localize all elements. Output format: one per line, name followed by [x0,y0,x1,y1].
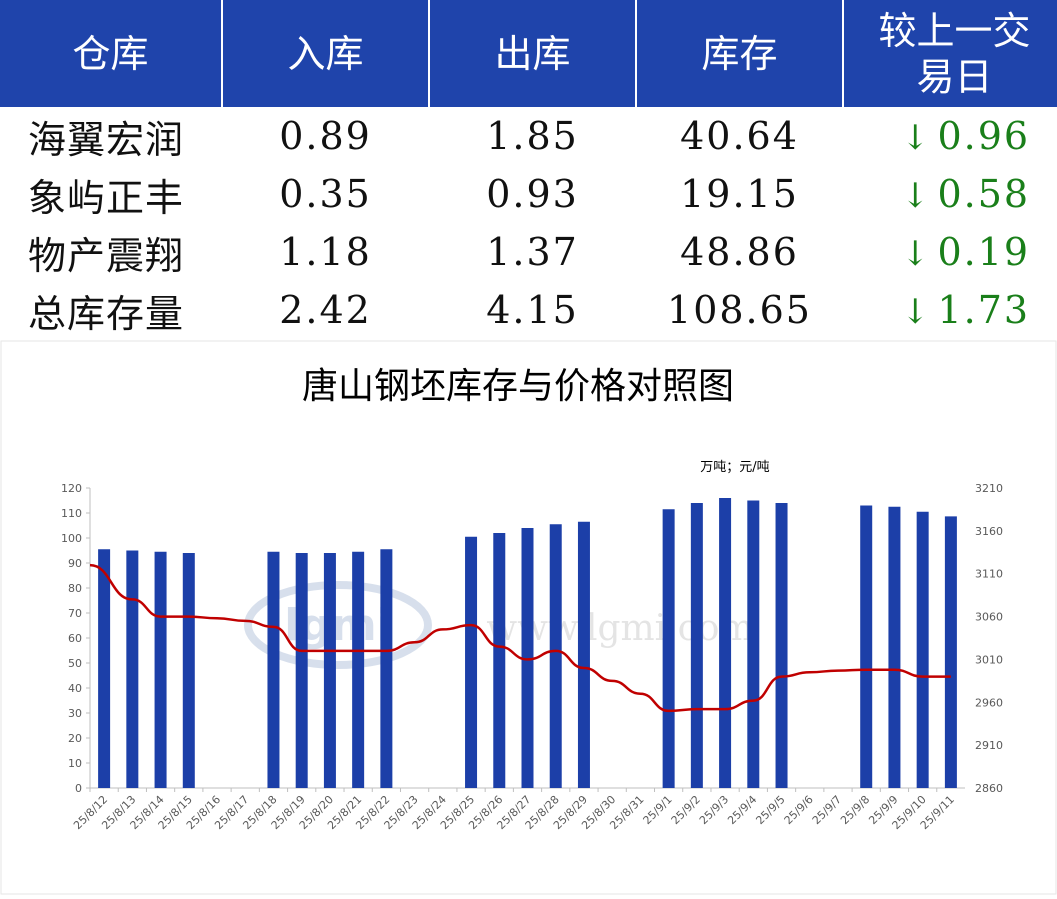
row-outbound: 4.15 [486,288,579,332]
y-left-tick-label: 70 [68,607,82,620]
row-outbound: 1.85 [486,114,579,158]
bar [888,506,901,788]
y-left-tick-label: 10 [68,757,82,770]
header-warehouse: 仓库 [0,0,223,107]
row-stock: 108.65 [667,288,812,332]
row-change: ↓ 0.96 [843,107,1057,165]
y-left-tick-label: 100 [61,532,82,545]
y-left-tick-label: 80 [68,582,82,595]
y-left-tick-label: 120 [61,482,82,495]
warehouse-table-section: 仓库 入库 出库 库存 较上一交易日 海翼宏润 0.89 1.85 40.64 … [0,0,1057,339]
bar [352,551,365,788]
header-change-text: 较上一交易日 [878,8,1031,99]
header-stock: 库存 [636,0,844,107]
table-row: 海翼宏润 0.89 1.85 40.64 ↓ 0.96 [0,107,1057,165]
row-name: 海翼宏润 [28,117,185,162]
chart-title: 唐山钢坯库存与价格对照图 [302,366,734,407]
unit-label: 万吨；元/吨 [700,460,769,475]
row-inbound: 2.42 [279,288,372,332]
header-change: 较上一交易日 [843,0,1057,107]
bar [577,521,590,788]
row-name: 物产震翔 [28,233,185,278]
row-name: 总库存量 [28,291,185,336]
watermark-logo-icon [244,581,432,669]
bar [295,553,308,788]
y-left-tick-label: 50 [68,657,82,670]
y-left-tick-label: 30 [68,707,82,720]
row-stock: 40.64 [680,114,799,158]
bar [719,498,732,788]
price-line [89,563,951,713]
row-change: ↓ 0.19 [843,223,1057,281]
y-left-tick-label: 90 [68,557,82,570]
bar [126,550,139,788]
down-arrow-icon: ↓ [901,292,932,332]
bar [944,516,957,788]
y-right-tick-label: 3110 [975,568,1003,581]
table-row: 总库存量 2.42 4.15 108.65 ↓ 1.73 [0,281,1057,339]
y-right-tick-label: 3010 [975,653,1003,666]
y-left-tick-label: 60 [68,632,82,645]
row-outbound: 0.93 [486,172,579,216]
bar [323,553,336,788]
row-stock: 19.15 [680,172,799,216]
row-change: ↓ 0.58 [843,165,1057,223]
bar [662,509,675,788]
line-series [89,563,951,713]
y-left-tick-label: 0 [75,782,82,795]
bar [690,503,703,788]
bar [493,533,506,788]
warehouse-table: 仓库 入库 出库 库存 较上一交易日 海翼宏润 0.89 1.85 40.64 … [0,0,1057,339]
y-left-tick-label: 110 [61,507,82,520]
row-change-value: 0.96 [937,114,1031,158]
row-inbound: 0.89 [279,114,372,158]
row-outbound: 1.37 [486,230,579,274]
table-header-row: 仓库 入库 出库 库存 较上一交易日 [0,0,1057,107]
down-arrow-icon: ↓ [901,234,932,274]
table-row: 象屿正丰 0.35 0.93 19.15 ↓ 0.58 [0,165,1057,223]
bar [521,528,534,788]
bar [465,536,478,788]
y-right-tick-label: 3160 [975,525,1003,538]
y-right-tick-label: 2860 [975,782,1003,795]
y-left-tick-label: 40 [68,682,82,695]
bar [267,551,280,788]
row-change: ↓ 1.73 [843,281,1057,339]
header-outbound: 出库 [429,0,637,107]
bar [98,549,111,788]
y-right-tick-label: 3210 [975,482,1003,495]
row-change-value: 1.73 [937,288,1031,332]
header-inbound: 入库 [222,0,430,107]
row-change-value: 0.58 [937,172,1031,216]
y-right-tick-label: 3060 [975,611,1003,624]
inventory-price-chart: 唐山钢坯库存与价格对照图 万吨；元/吨 lgmi www.lgmi.com 01… [0,340,1057,895]
bar [549,524,562,788]
row-name: 象屿正丰 [28,175,185,220]
table-row: 物产震翔 1.18 1.37 48.86 ↓ 0.19 [0,223,1057,281]
bar [380,549,393,788]
y-right-tick-label: 2910 [975,739,1003,752]
down-arrow-icon: ↓ [901,176,932,216]
bar [775,503,788,788]
y-right-tick-label: 2960 [975,696,1003,709]
bar [747,500,760,788]
row-stock: 48.86 [680,230,799,274]
row-inbound: 1.18 [279,230,372,274]
bar [182,553,195,788]
bar [916,511,929,788]
bar-series [98,498,957,788]
bar [154,551,167,788]
row-change-value: 0.19 [937,230,1031,274]
row-inbound: 0.35 [279,172,372,216]
y-left-tick-label: 20 [68,732,82,745]
bar [860,505,873,788]
down-arrow-icon: ↓ [901,118,932,158]
